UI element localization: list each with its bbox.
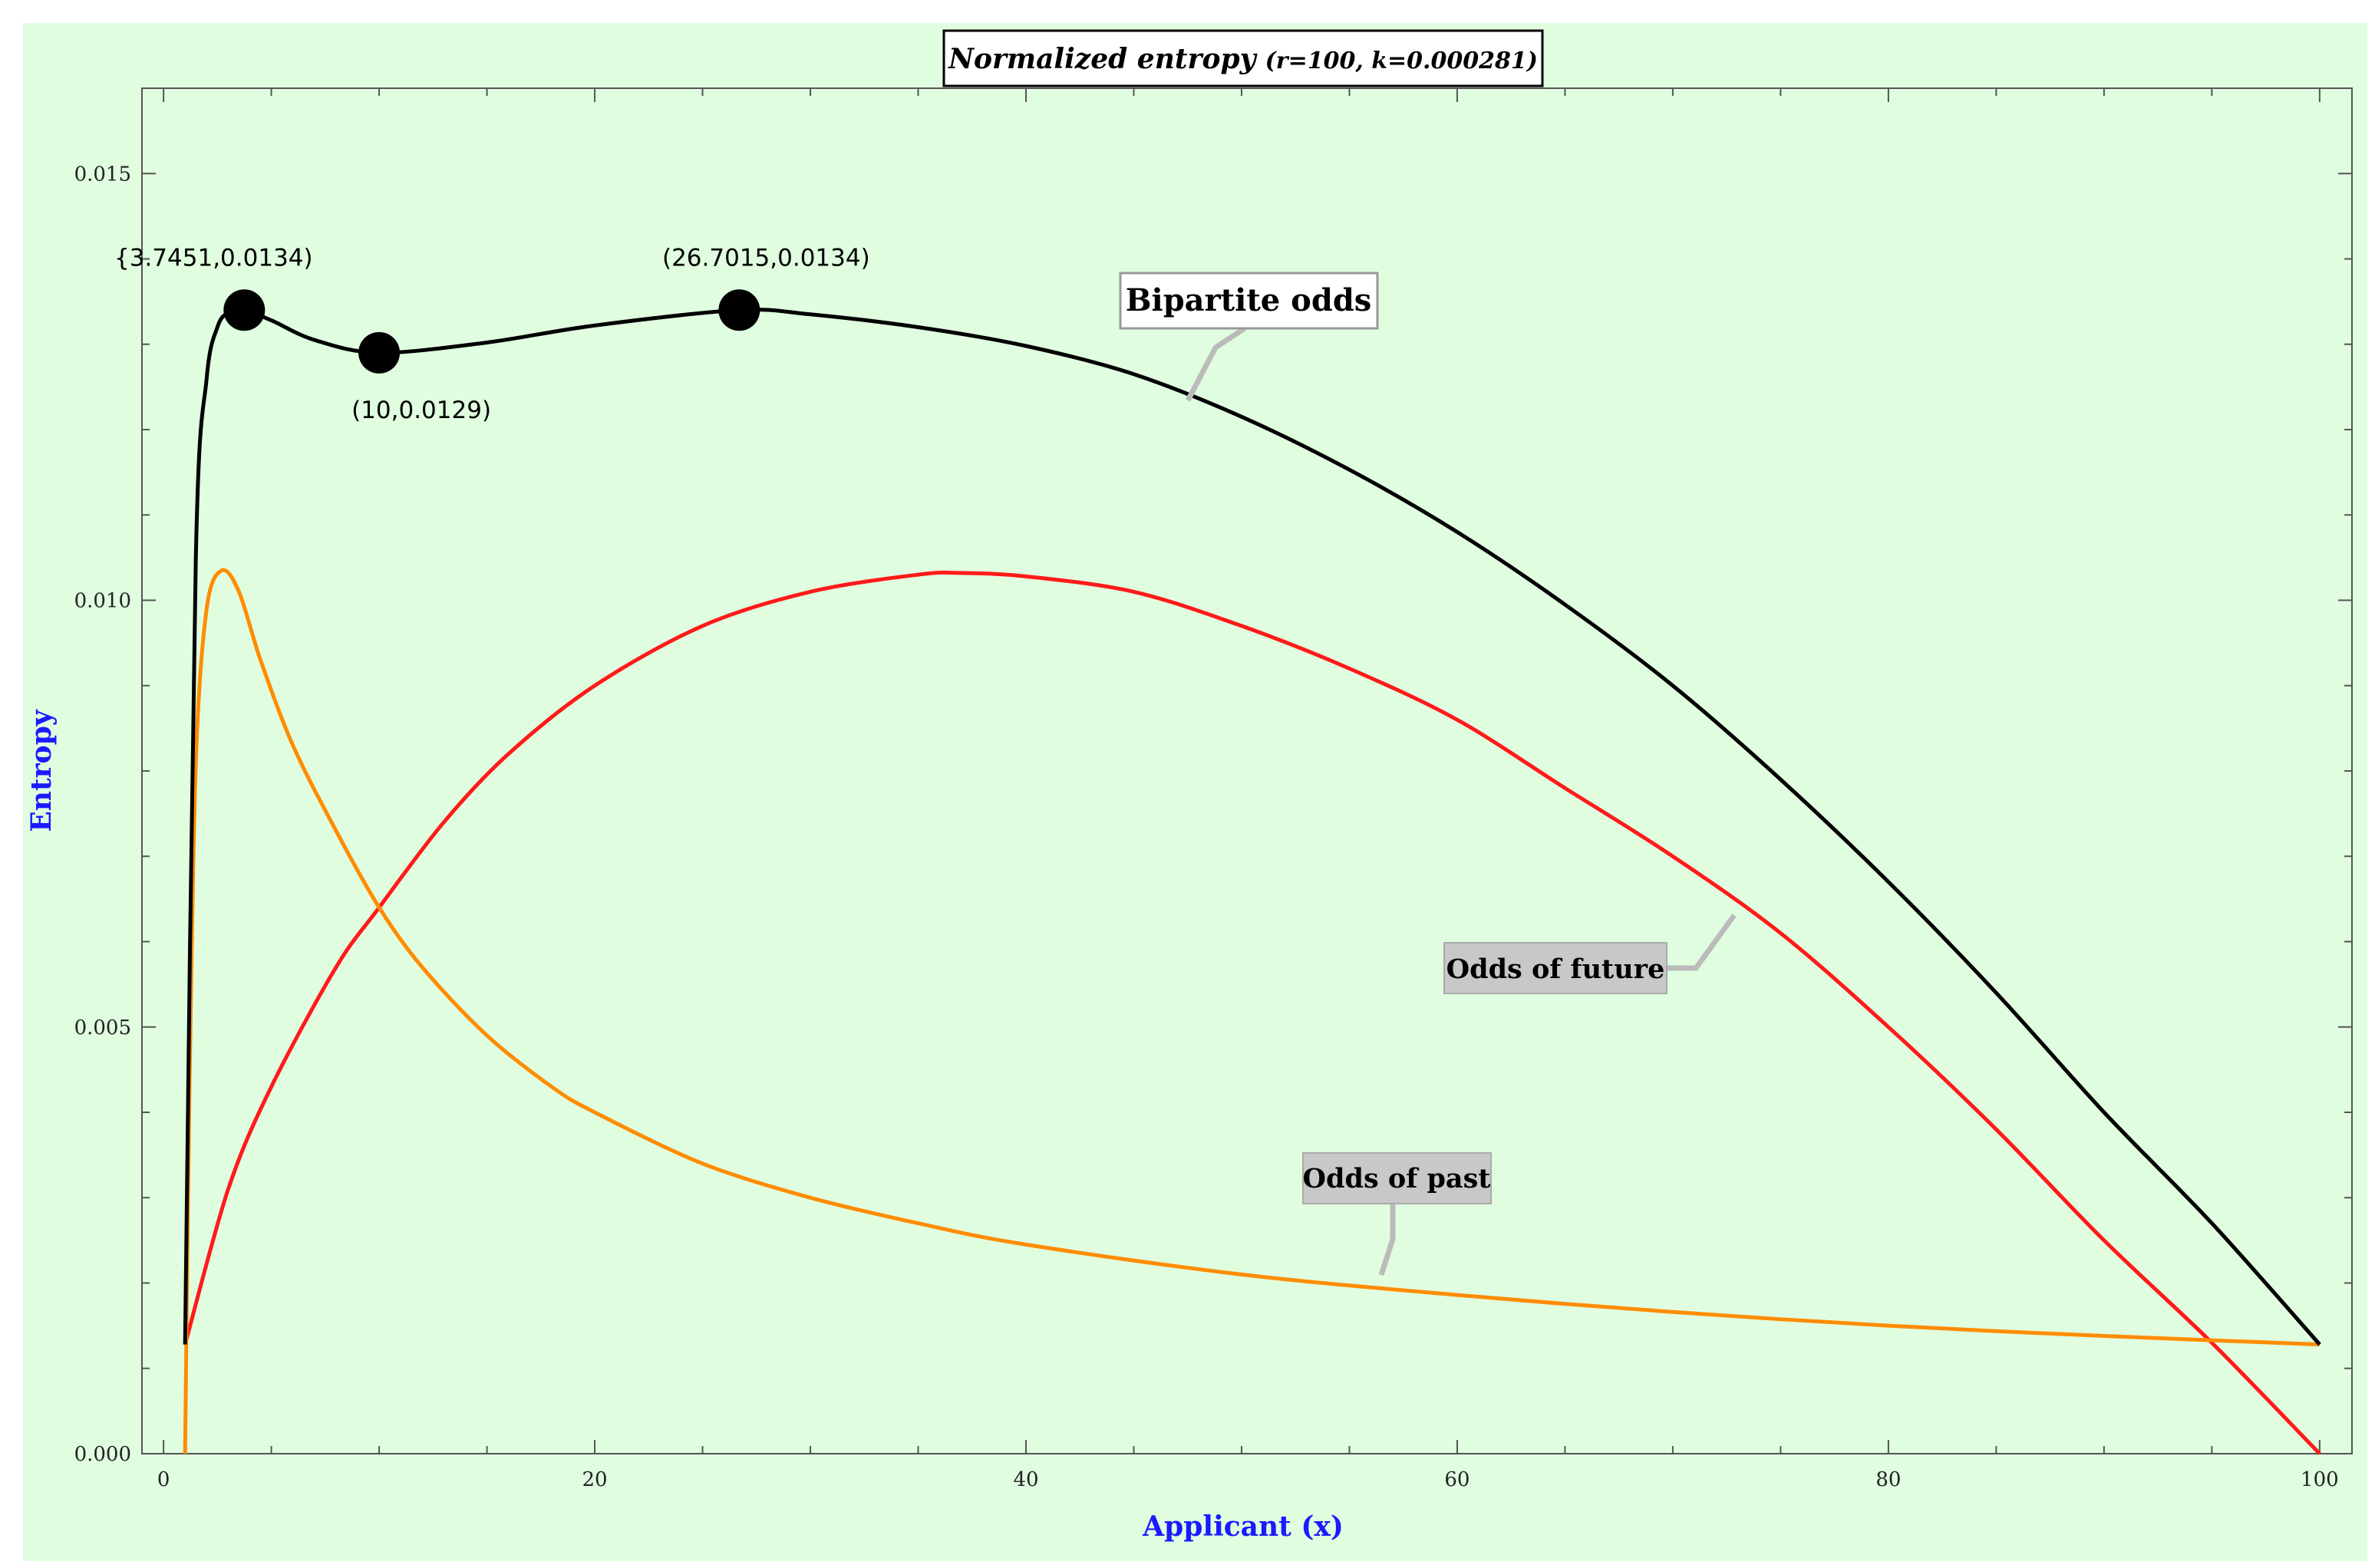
marked-point — [223, 289, 266, 331]
y-tick-label: 0.005 — [74, 1016, 131, 1039]
marked-point — [718, 289, 760, 331]
title-box — [942, 29, 1544, 87]
x-tick-label: 60 — [1444, 1468, 1470, 1491]
callout-bipartite-odds-label: Bipartite odds — [1126, 282, 1372, 318]
callout-bipartite-odds-box — [1119, 272, 1379, 330]
markers-layer: {3.7451,0.0134) (10,0.0129) (26.7015,0.013… — [114, 244, 870, 424]
point-label: (26.7015,0.0134) — [662, 244, 870, 272]
svg-text:Normalized entropy (r=10: Normalized entropy (r=100, k=0.000281) — [948, 43, 1538, 75]
x-tick-label: 0 — [157, 1468, 170, 1491]
y-tick-label: 0.000 — [74, 1443, 131, 1466]
y-tick-label: 0.010 — [74, 590, 131, 613]
callout-odds-of-future-pointer — [1667, 913, 1737, 971]
y-tick-label: 0.015 — [74, 163, 131, 186]
marked-point — [358, 331, 401, 374]
callout-odds-of-future: Odds of future — [1443, 913, 1737, 994]
callout-odds-of-past-box — [1302, 1152, 1492, 1204]
series-line-odds-of-past — [183, 568, 2320, 1454]
x-axis-title: Applicant (x) — [1142, 1510, 1344, 1543]
callout-odds-of-past: Odds of past — [1302, 1152, 1492, 1276]
callout-odds-of-past-pointer — [1378, 1204, 1396, 1276]
callout-odds-of-future-label: Odds of future — [1446, 954, 1665, 985]
title-params: (r=100, k=0.000281) — [1265, 48, 1538, 74]
callout-bipartite-odds: Bipartite odds — [1119, 272, 1379, 402]
y-axis-title: Entropy — [25, 709, 58, 832]
x-tick-label: 80 — [1875, 1468, 1901, 1491]
series-layer — [183, 308, 2321, 1455]
x-tick-label: 100 — [2301, 1468, 2339, 1491]
x-tick-label: 20 — [582, 1468, 608, 1491]
point-label: (10,0.0129) — [351, 397, 491, 424]
callout-odds-of-future-box — [1443, 942, 1667, 994]
x-tick-label: 40 — [1013, 1468, 1038, 1491]
callout-odds-of-past-label: Odds of past — [1303, 1163, 1491, 1194]
axes: 0 20 40 60 80 100 0.000 0.005 0.010 0.015 — [74, 87, 2352, 1491]
callout-bipartite-odds-pointer — [1185, 326, 1246, 402]
series-line-bipartite-odds — [183, 308, 2321, 1346]
chart-title: Normalized entropy (r=100, k=0.000281) — [942, 29, 1544, 87]
title-main: Normalized entropy — [948, 43, 1258, 75]
point-label: {3.7451,0.0134) — [114, 244, 313, 272]
